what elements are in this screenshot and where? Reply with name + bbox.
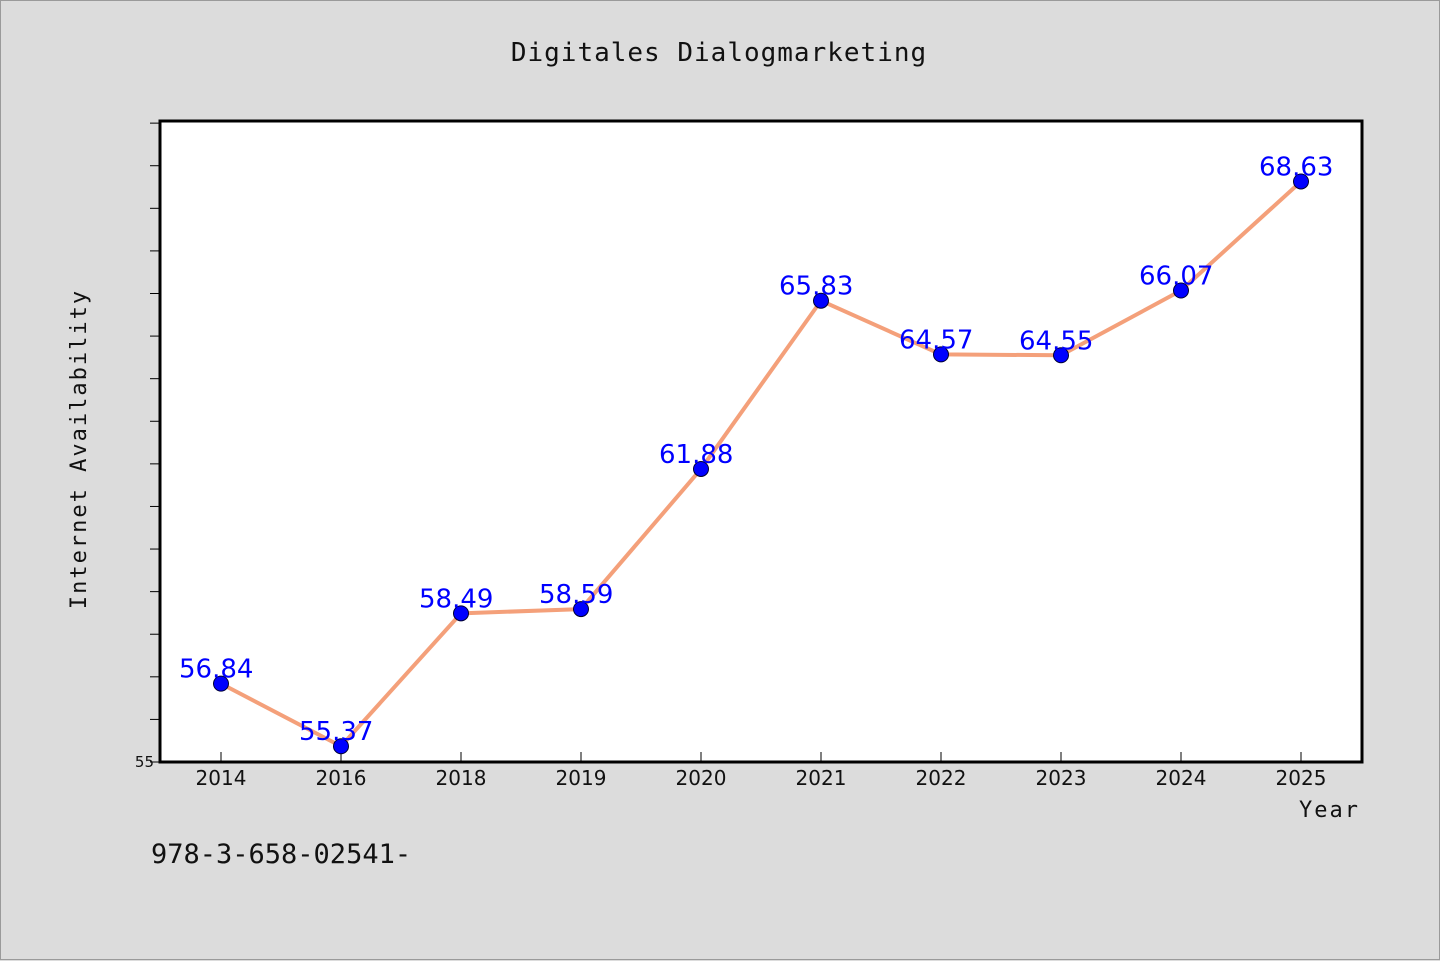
plot-area	[158, 119, 1364, 764]
data-markers	[213, 173, 1309, 755]
x-axis-title: Year	[1299, 798, 1360, 823]
data-label: 58.49	[419, 584, 493, 614]
data-label: 64.55	[1019, 326, 1093, 356]
x-tick-label: 2024	[1156, 766, 1207, 790]
x-tick-label: 2025	[1276, 766, 1327, 790]
data-point-marker	[573, 601, 589, 618]
x-tick-label: 2014	[196, 766, 247, 790]
data-point-marker	[333, 738, 349, 755]
data-point-marker	[453, 605, 469, 622]
x-tick-label: 2019	[556, 766, 607, 790]
data-label: 61.88	[659, 440, 733, 470]
x-tick-label: 2020	[676, 766, 727, 790]
data-label: 66.07	[1139, 262, 1213, 292]
x-axis-ticks: 2014 2016 2018 2019 2020 2021 2022 2023 2024 2025	[196, 752, 1327, 790]
chart-title: Digitales Dialogmarketing	[511, 38, 927, 68]
data-point-marker	[213, 675, 229, 692]
x-tick-label: 2023	[1036, 766, 1087, 790]
data-label: 64.57	[899, 325, 973, 355]
y-axis-ticks: 55	[135, 122, 160, 771]
series-line	[219, 179, 1303, 749]
x-tick-label: 2021	[796, 766, 847, 790]
x-tick-label: 2018	[436, 766, 487, 790]
data-point-marker	[813, 292, 829, 309]
data-point-marker	[693, 460, 709, 477]
data-label: 55.37	[299, 717, 373, 747]
data-point-marker	[1293, 173, 1309, 190]
y-tick-label: 55	[135, 753, 154, 771]
data-label: 58.59	[539, 580, 613, 610]
isbn-annotation: 978-3-658-02541-	[151, 839, 411, 870]
series-line-group	[219, 179, 1303, 749]
x-tick-label: 2016	[316, 766, 367, 790]
data-point-marker	[1173, 282, 1189, 299]
data-point-marker	[1053, 347, 1069, 364]
data-label: 56.84	[179, 655, 253, 685]
data-label: 65.83	[779, 272, 853, 302]
data-labels: 56.84 55.37 58.49 58.59 61.88 65.83 64.57 64.55…	[179, 152, 1333, 747]
y-axis-title: Internet Availability	[67, 289, 92, 609]
data-point-marker	[933, 346, 949, 363]
data-label: 68.63	[1259, 152, 1333, 182]
x-tick-label: 2022	[916, 766, 967, 790]
